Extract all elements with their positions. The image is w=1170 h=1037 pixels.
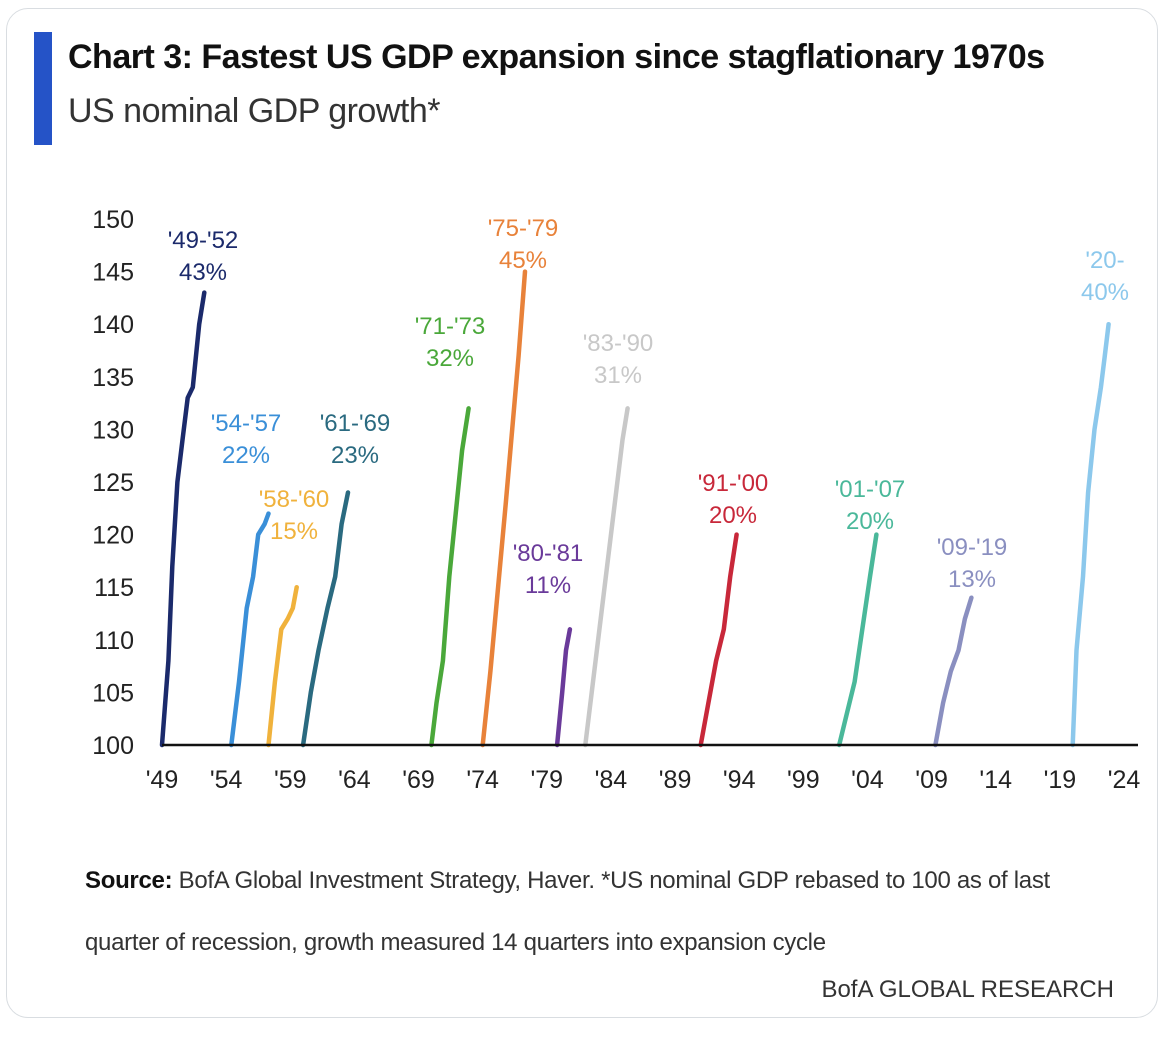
source-note: Source: BofA Global Investment Strategy,… — [85, 850, 1125, 974]
series-line — [429, 406, 471, 748]
chart-subtitle: US nominal GDP growth* — [68, 92, 440, 130]
series-growth-label: 20% — [846, 508, 894, 535]
series-line — [836, 532, 879, 748]
x-tick-label: '19 — [1044, 766, 1077, 794]
x-tick-label: '74 — [466, 766, 499, 794]
series-line — [583, 406, 630, 748]
x-tick-label: '69 — [402, 766, 435, 794]
series-name-label: '75-'79 — [488, 215, 559, 242]
source-text: BofA Global Investment Strategy, Haver. … — [85, 867, 1050, 956]
branding-text: BofA GLOBAL RESEARCH — [821, 976, 1114, 1003]
y-tick-label: 130 — [92, 416, 134, 444]
x-tick-label: '09 — [915, 766, 948, 794]
y-tick-label: 100 — [92, 732, 134, 760]
y-tick-label: 120 — [92, 522, 134, 550]
series-labels: '49-'52 43% '54-'57 22% '58-'60 15% '61-'69 23%… — [168, 215, 1129, 599]
series-growth-label: 23% — [331, 442, 379, 469]
series-growth-label: 15% — [270, 518, 318, 545]
y-axis-tick-labels: 100 105 110 115 120 125 130 135 140 145 150 — [92, 206, 134, 760]
x-tick-label: '54 — [210, 766, 243, 794]
y-tick-label: 115 — [94, 574, 134, 602]
y-tick-label: 125 — [92, 469, 134, 497]
series-name-label: '91-'00 — [698, 470, 769, 497]
y-tick-label: 105 — [92, 679, 134, 707]
series-growth-label: 43% — [179, 259, 227, 286]
series-growth-label: 45% — [499, 247, 547, 274]
series-name-label: '01-'07 — [835, 476, 906, 503]
series-growth-label: 20% — [709, 502, 757, 529]
series-name-label: '61-'69 — [320, 410, 391, 437]
line-chart: 100 105 110 115 120 125 130 135 140 145 150 '49 '54… — [92, 206, 1141, 794]
series-line — [159, 290, 207, 748]
x-tick-label: '99 — [787, 766, 820, 794]
series-growth-label: 31% — [594, 362, 642, 389]
series-line — [1070, 321, 1111, 748]
x-tick-label: '59 — [274, 766, 307, 794]
series-line — [698, 532, 739, 748]
series-name-label: '83-'90 — [583, 330, 654, 357]
x-tick-label: '89 — [659, 766, 692, 794]
series-line — [480, 269, 528, 748]
series-name-label: '54-'57 — [211, 410, 282, 437]
x-tick-label: '24 — [1108, 766, 1141, 794]
title-accent-bar — [34, 32, 52, 145]
x-tick-label: '04 — [851, 766, 884, 794]
x-axis-tick-labels: '49 '54 '59 '64 '69 '74 '79 '84 '89 '94 '99 '04 '09 '… — [146, 766, 1141, 794]
x-tick-label: '64 — [338, 766, 371, 794]
series-lines — [159, 269, 1111, 748]
chart-title: Chart 3: Fastest US GDP expansion since … — [68, 38, 1045, 76]
series-name-label: '20- — [1085, 247, 1124, 274]
series-line — [266, 584, 299, 748]
series-line — [933, 595, 974, 748]
x-tick-label: '84 — [595, 766, 628, 794]
series-growth-label: 22% — [222, 442, 270, 469]
y-tick-label: 135 — [92, 364, 134, 392]
series-growth-label: 13% — [948, 566, 996, 593]
y-tick-label: 140 — [92, 311, 134, 339]
series-name-label: '49-'52 — [168, 227, 239, 254]
x-tick-label: '49 — [146, 766, 179, 794]
source-label: Source: — [85, 867, 173, 894]
series-name-label: '80-'81 — [513, 540, 584, 567]
series-name-label: '58-'60 — [259, 486, 330, 513]
series-line — [554, 627, 573, 748]
series-name-label: '71-'73 — [415, 313, 486, 340]
x-tick-label: '79 — [531, 766, 564, 794]
series-line — [300, 490, 351, 748]
x-tick-label: '94 — [723, 766, 756, 794]
y-tick-label: 145 — [92, 259, 134, 287]
series-line — [229, 511, 271, 748]
y-tick-label: 150 — [92, 206, 134, 234]
series-growth-label: 11% — [525, 572, 571, 599]
chart-card — [6, 8, 1158, 1018]
x-tick-label: '14 — [979, 766, 1012, 794]
series-growth-label: 40% — [1081, 279, 1129, 306]
series-growth-label: 32% — [426, 345, 474, 372]
y-tick-label: 110 — [94, 627, 134, 655]
series-name-label: '09-'19 — [937, 534, 1008, 561]
